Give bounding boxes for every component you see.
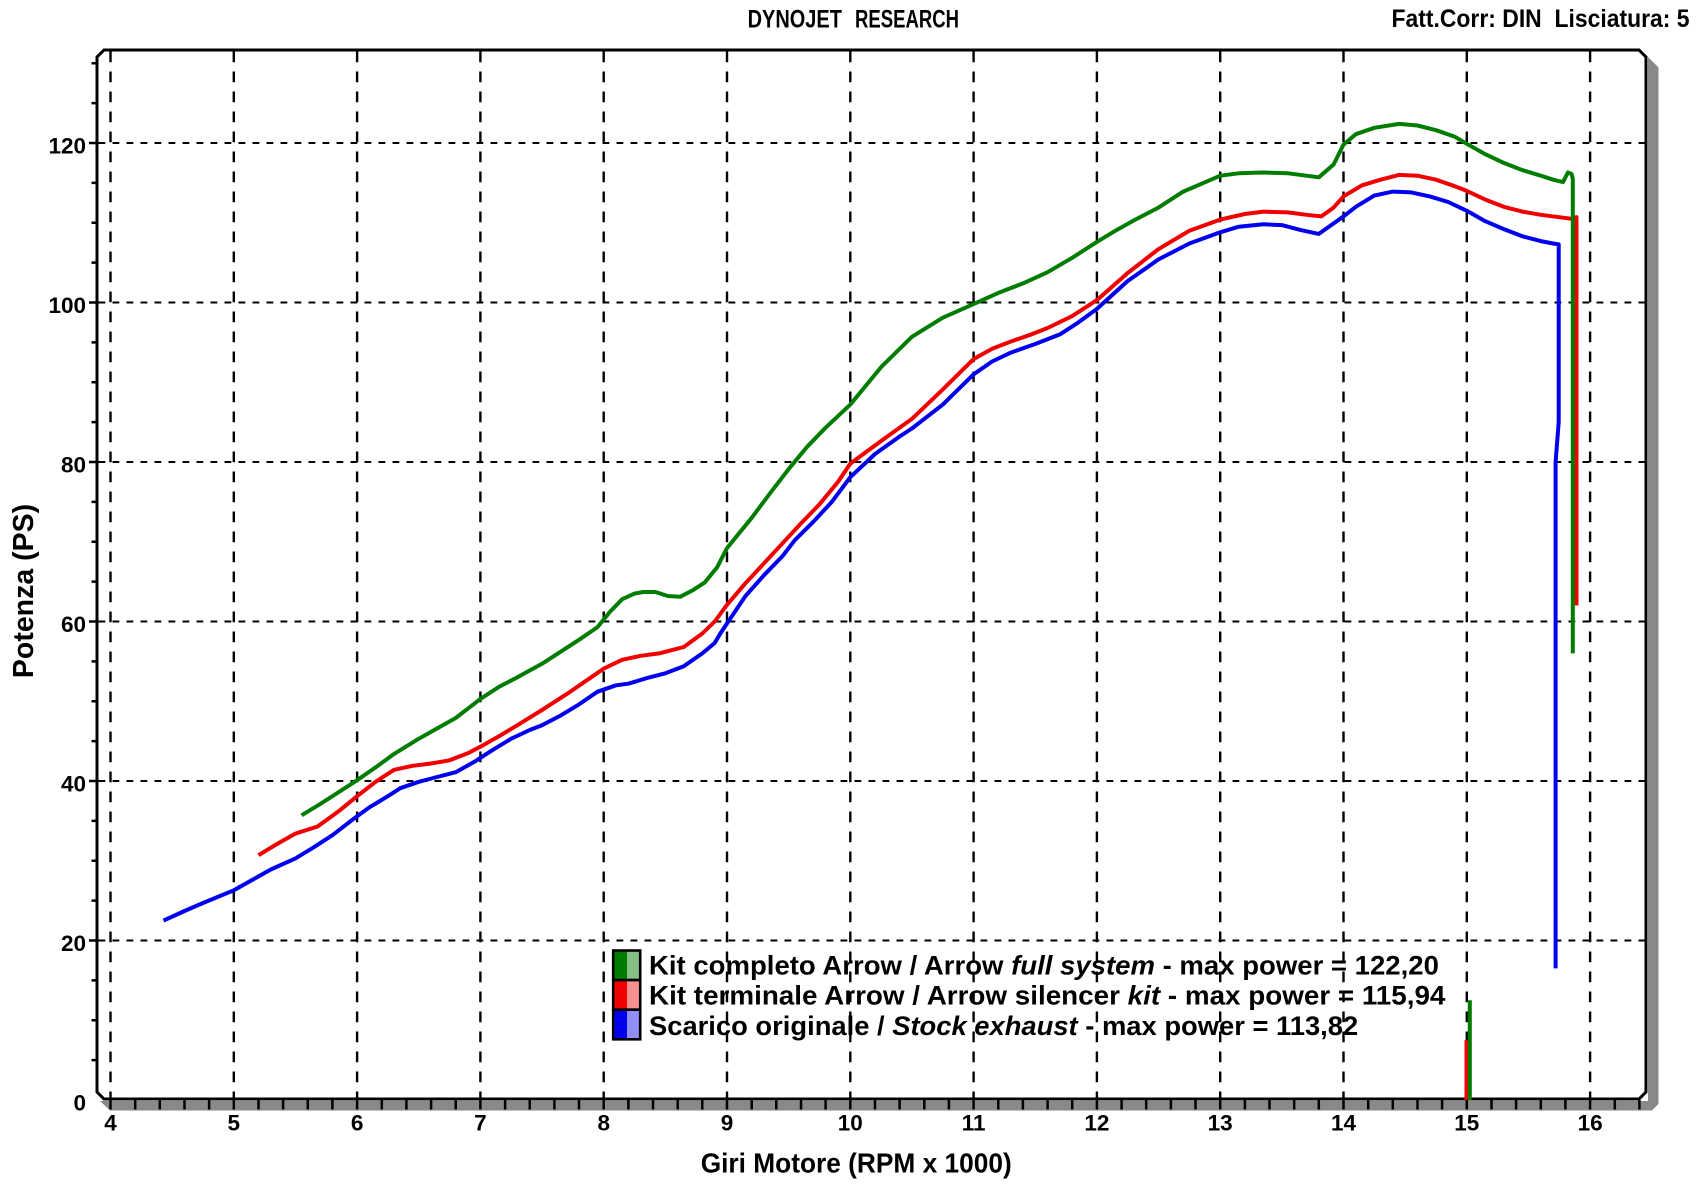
svg-text:16: 16 bbox=[1578, 1111, 1603, 1136]
svg-text:Giri Motore (RPM x 1000): Giri Motore (RPM x 1000) bbox=[701, 1148, 1012, 1179]
svg-text:100: 100 bbox=[48, 293, 86, 318]
svg-text:4: 4 bbox=[104, 1111, 117, 1136]
svg-text:RESEARCH: RESEARCH bbox=[855, 6, 959, 34]
svg-text:13: 13 bbox=[1208, 1111, 1233, 1136]
svg-text:60: 60 bbox=[61, 612, 86, 637]
svg-text:40: 40 bbox=[61, 772, 86, 797]
svg-text:10: 10 bbox=[838, 1111, 863, 1136]
svg-text:12: 12 bbox=[1084, 1111, 1109, 1136]
svg-text:DYNOJET: DYNOJET bbox=[748, 6, 842, 34]
svg-text:20: 20 bbox=[61, 931, 86, 956]
svg-text:14: 14 bbox=[1331, 1111, 1357, 1136]
svg-text:5: 5 bbox=[228, 1111, 241, 1136]
svg-text:Fatt.Corr: DIN Lisciatura: 5: Fatt.Corr: DIN Lisciatura: 5 bbox=[1392, 5, 1690, 33]
svg-text:80: 80 bbox=[61, 453, 86, 478]
svg-text:Kit terminale Arrow / Arrow si: Kit terminale Arrow / Arrow silencer kit… bbox=[649, 981, 1446, 1011]
svg-text:Kit completo Arrow / Arrow ful: Kit completo Arrow / Arrow full system -… bbox=[649, 951, 1439, 981]
svg-text:8: 8 bbox=[597, 1111, 610, 1136]
svg-text:15: 15 bbox=[1454, 1111, 1479, 1136]
svg-text:9: 9 bbox=[721, 1111, 734, 1136]
svg-text:Scarico originale / Stock exha: Scarico originale / Stock exhaust - max … bbox=[649, 1011, 1358, 1041]
svg-text:6: 6 bbox=[351, 1111, 364, 1136]
svg-text:120: 120 bbox=[48, 134, 86, 159]
svg-text:11: 11 bbox=[962, 1111, 986, 1136]
svg-text:0: 0 bbox=[73, 1091, 86, 1116]
svg-text:Potenza (PS): Potenza (PS) bbox=[8, 504, 40, 678]
svg-text:7: 7 bbox=[474, 1111, 487, 1136]
